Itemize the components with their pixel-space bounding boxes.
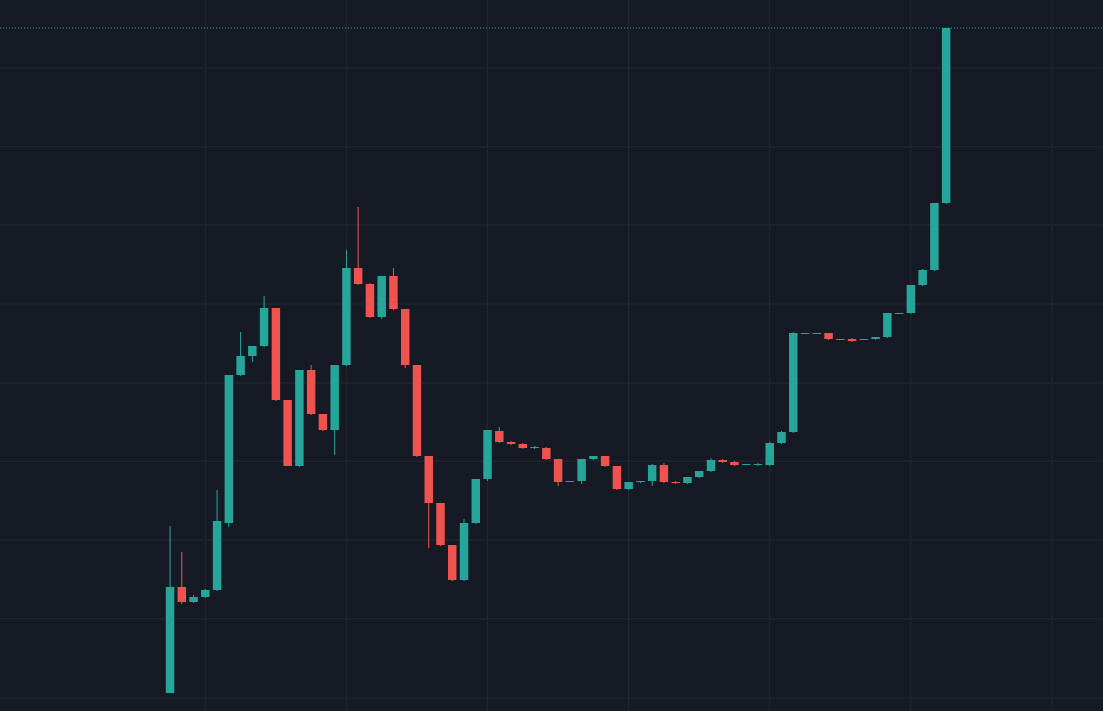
candle-body xyxy=(871,337,880,339)
candle-body xyxy=(353,268,363,284)
candle-body xyxy=(800,333,810,334)
candle-body xyxy=(224,375,234,523)
candle-body xyxy=(389,276,398,309)
candle-body xyxy=(448,545,457,580)
candle-body xyxy=(894,313,904,314)
candle-body xyxy=(400,309,410,365)
candle-body xyxy=(930,203,939,270)
candle-body xyxy=(248,346,257,356)
candle-body xyxy=(518,444,528,448)
candle-body xyxy=(741,464,751,465)
candle-body xyxy=(847,339,857,341)
candle-body xyxy=(424,456,433,503)
candle-body xyxy=(436,503,445,545)
candle-body xyxy=(553,459,563,482)
candle-body xyxy=(542,448,551,459)
candle-body xyxy=(812,333,822,334)
candle-body xyxy=(318,414,328,430)
candle-body xyxy=(189,597,198,602)
candle-body xyxy=(730,462,739,465)
candle-body xyxy=(377,276,386,317)
candle-body xyxy=(283,400,292,466)
candle-body xyxy=(600,456,610,466)
candle-body xyxy=(765,443,774,465)
candle-body xyxy=(295,370,304,466)
candle-body xyxy=(918,270,927,285)
candle-body xyxy=(906,285,916,313)
candle-body xyxy=(718,460,727,462)
candle-body xyxy=(506,442,516,444)
candle-body xyxy=(694,471,704,477)
candle-body xyxy=(342,268,351,365)
candle-body xyxy=(201,590,210,597)
candle-body xyxy=(459,523,469,580)
candle-body xyxy=(836,339,845,340)
candle-body xyxy=(471,479,481,523)
candle-body xyxy=(306,370,316,414)
candle-body xyxy=(883,313,892,337)
candle-body xyxy=(589,456,598,459)
candle-body xyxy=(612,466,622,489)
candle-body xyxy=(577,459,586,481)
candle-body xyxy=(565,481,575,482)
candle-body xyxy=(330,365,339,430)
candle-body xyxy=(177,587,187,602)
candle-body xyxy=(659,465,669,482)
candle-body xyxy=(236,356,245,375)
candle-body xyxy=(636,481,645,482)
candle-body xyxy=(259,308,269,346)
candle-body xyxy=(683,477,692,483)
candle-body xyxy=(671,482,680,483)
candle-body xyxy=(859,339,869,340)
candle-body xyxy=(530,447,539,448)
candle-body xyxy=(777,432,786,443)
candle-body xyxy=(789,333,798,432)
candle-body xyxy=(624,482,633,489)
candle-body xyxy=(706,460,716,471)
candle-body xyxy=(365,284,375,317)
candle-body xyxy=(412,365,422,456)
candle-body xyxy=(647,465,657,481)
candle-body xyxy=(483,430,492,479)
candle-body xyxy=(212,521,222,590)
candle-body xyxy=(165,587,175,693)
candle-body xyxy=(753,464,763,465)
candle-body xyxy=(824,333,833,339)
candle-body xyxy=(271,308,281,400)
candle-body xyxy=(941,28,951,203)
candle-body xyxy=(495,431,504,442)
